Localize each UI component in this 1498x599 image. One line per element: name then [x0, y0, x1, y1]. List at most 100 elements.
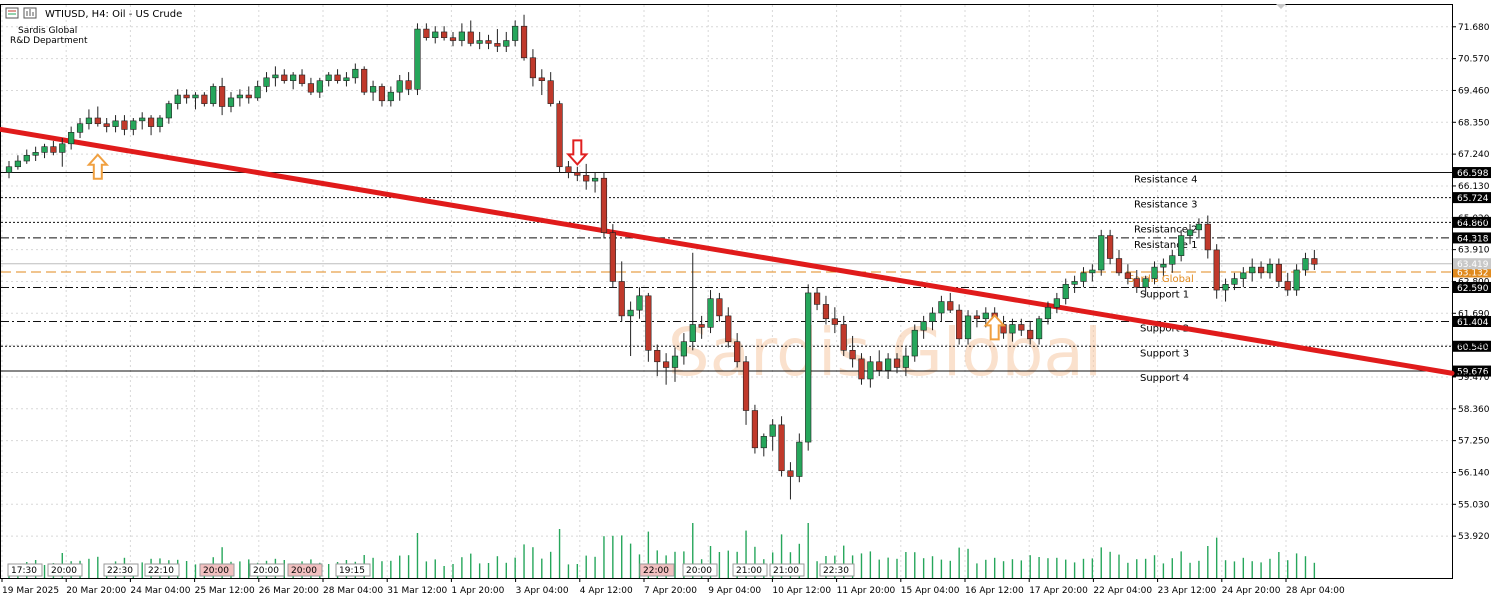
- plot-border: [0, 4, 1453, 579]
- candle-body: [68, 132, 75, 145]
- candle-body: [467, 31, 474, 44]
- candle-body: [307, 83, 315, 93]
- candle-body: [1098, 235, 1105, 271]
- candle-body: [23, 154, 30, 162]
- x-tick-label: 19 Mar 2025: [2, 586, 59, 596]
- candle-body: [210, 86, 217, 104]
- level-label: Resistance 4: [1134, 175, 1197, 186]
- session-label: 20:00: [51, 566, 77, 576]
- candle-body: [716, 298, 723, 317]
- candle-body: [245, 94, 252, 99]
- session-box: [249, 563, 285, 577]
- session-label: 22:10: [148, 566, 174, 576]
- session-label: 20:00: [291, 566, 317, 576]
- candle-body: [787, 470, 794, 477]
- level-label: Sardis Global: [1128, 274, 1194, 285]
- candle-body: [556, 103, 563, 168]
- candle-body: [831, 318, 838, 325]
- candle-body: [130, 120, 137, 130]
- candle-body: [201, 94, 208, 104]
- session-label: 22:00: [643, 566, 669, 576]
- candle-body: [423, 28, 430, 38]
- candle-body: [1151, 266, 1158, 279]
- candle-body: [1009, 324, 1016, 334]
- candle-body: [1053, 298, 1060, 308]
- candle-body: [1249, 266, 1256, 274]
- session-box: [682, 563, 718, 577]
- y-tick-label: 65.020: [1458, 214, 1490, 224]
- x-tick-label: 20 Mar 20:00: [66, 586, 126, 596]
- candle-body: [405, 80, 412, 90]
- candle-body: [476, 40, 483, 44]
- x-tick-label: 16 Apr 12:00: [965, 586, 1024, 596]
- current-price-label: 63.419: [1457, 260, 1489, 270]
- candle-body: [707, 298, 714, 328]
- candle-body: [1107, 235, 1114, 259]
- candle-body: [1160, 263, 1167, 268]
- candle-body: [583, 175, 590, 182]
- candle-body: [1071, 281, 1078, 285]
- candle-body: [174, 94, 181, 104]
- chart-menu-icon[interactable]: [5, 7, 19, 19]
- y-tick-label: 56.140: [1458, 468, 1490, 478]
- candle-body: [1035, 318, 1043, 340]
- candle-body: [751, 410, 759, 449]
- y-tick-label: 53.920: [1458, 532, 1490, 542]
- candle-body: [529, 57, 537, 79]
- candle-body: [636, 295, 643, 311]
- y-tick-label: 60.580: [1458, 341, 1490, 351]
- candle-body: [1018, 324, 1025, 331]
- session-label: 22:30: [823, 566, 849, 576]
- candle-body: [938, 301, 945, 314]
- arrow-up-icon: [86, 153, 110, 180]
- candle-body: [1240, 272, 1247, 279]
- session-box: [144, 563, 180, 577]
- candle-body: [760, 436, 767, 449]
- session-box: [769, 563, 805, 577]
- level-price-label: 61.404: [1457, 318, 1489, 328]
- level-label: Support 4: [1140, 373, 1189, 384]
- session-label: 19:15: [339, 566, 365, 576]
- scroll-marker-icon[interactable]: [1276, 4, 1286, 9]
- y-tick-label: 67.240: [1458, 150, 1490, 160]
- candle-body: [680, 341, 687, 357]
- level-price-label: 62.590: [1457, 284, 1489, 294]
- trendline: [0, 126, 1455, 376]
- x-tick-label: 3 Apr 04:00: [516, 586, 569, 596]
- candle-body: [458, 31, 465, 41]
- candle-body: [742, 361, 750, 411]
- level-price-label: 64.318: [1457, 234, 1489, 244]
- candle-body: [796, 441, 803, 477]
- y-tick-label: 55.030: [1458, 500, 1490, 510]
- candle-body: [600, 177, 608, 234]
- level-label: Support 1: [1140, 289, 1189, 300]
- candle-body: [156, 117, 164, 127]
- candle-body: [547, 80, 554, 104]
- candle-body: [254, 86, 261, 99]
- session-box: [47, 563, 83, 577]
- x-tick-label: 24 Apr 20:00: [1222, 586, 1281, 596]
- candle-body: [281, 74, 288, 82]
- candle-body: [76, 123, 84, 133]
- candle-body: [1044, 306, 1052, 320]
- level-price-tag: [1453, 192, 1491, 204]
- candle-body: [41, 146, 48, 153]
- candle-body: [1231, 278, 1238, 285]
- candle-body: [929, 312, 936, 322]
- candle-body: [805, 292, 812, 443]
- session-box: [199, 563, 235, 577]
- y-tick-label: 69.460: [1458, 86, 1490, 96]
- session-label: 20:00: [203, 566, 229, 576]
- candle-body: [1186, 229, 1194, 236]
- candle-body: [32, 152, 39, 156]
- candle-body: [316, 80, 323, 93]
- candle-body: [361, 68, 368, 93]
- candle-body: [920, 321, 927, 331]
- candle-body: [378, 86, 386, 102]
- x-tick-label: 4 Apr 12:00: [580, 586, 633, 596]
- candle-body: [432, 31, 439, 38]
- candle-body: [165, 103, 172, 119]
- session-label: 20:00: [253, 566, 279, 576]
- chart-header: WTIUSD, H4: Oil - US Crude Sardis Global…: [5, 7, 182, 46]
- candle-body: [121, 120, 128, 130]
